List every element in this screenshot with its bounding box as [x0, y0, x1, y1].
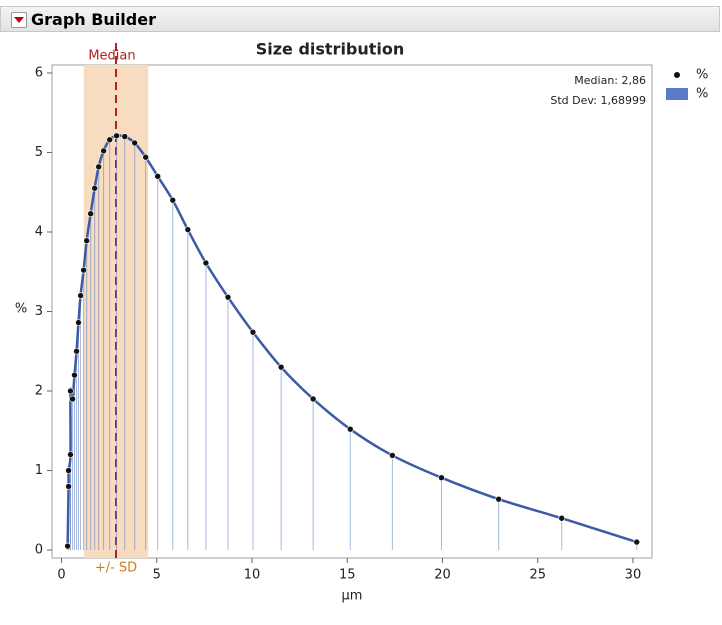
- point: [184, 226, 192, 233]
- x-tick-label: 15: [339, 568, 356, 583]
- point: [633, 538, 641, 546]
- bar: [90, 213, 92, 551]
- point: [249, 328, 257, 336]
- point: [154, 173, 162, 180]
- point: [346, 425, 354, 433]
- point: [80, 266, 87, 274]
- point: [558, 514, 566, 522]
- y-tick-label: 6: [35, 65, 43, 80]
- bar: [76, 351, 78, 551]
- point: [169, 196, 177, 204]
- point: [100, 147, 107, 155]
- menu-icon[interactable]: [11, 12, 27, 28]
- bar: [187, 229, 189, 551]
- y-tick-label: 4: [35, 224, 43, 239]
- point: [75, 319, 82, 326]
- point: [389, 452, 396, 459]
- point: [309, 395, 317, 403]
- chart-title: Size distribution: [256, 40, 405, 59]
- point: [87, 210, 94, 217]
- bar: [98, 166, 100, 551]
- point: [106, 136, 114, 144]
- bar: [312, 398, 314, 551]
- point: [224, 293, 232, 301]
- point: [202, 259, 210, 267]
- bar: [205, 262, 207, 551]
- bar: [349, 429, 351, 551]
- point: [67, 451, 74, 458]
- legend-marker: [666, 88, 688, 100]
- point: [71, 371, 78, 379]
- x-tick-label: 25: [529, 568, 546, 583]
- bar: [134, 142, 136, 551]
- bar: [391, 455, 393, 551]
- sd-label: +/- SD: [95, 561, 137, 576]
- bar: [94, 188, 96, 551]
- point: [438, 474, 445, 481]
- bar: [109, 139, 111, 551]
- x-tick-label: 10: [244, 568, 261, 583]
- bar: [103, 150, 105, 551]
- x-tick-label: 0: [57, 568, 65, 583]
- y-tick-label: 1: [35, 463, 43, 478]
- y-tick-label: 0: [35, 543, 43, 558]
- x-tick-label: 30: [625, 568, 642, 583]
- sd-stat: Std Dev: 1,68999: [550, 94, 646, 107]
- legend-marker: [674, 72, 680, 78]
- x-axis-label: µm: [342, 589, 363, 604]
- point: [77, 292, 84, 299]
- bar: [280, 367, 282, 551]
- point: [69, 395, 76, 403]
- median-stat: Median: 2,86: [574, 74, 646, 87]
- point: [495, 495, 502, 503]
- point: [65, 467, 72, 474]
- point: [67, 387, 74, 395]
- point: [64, 542, 71, 550]
- point: [91, 184, 98, 192]
- point: [65, 483, 72, 490]
- window-title: Graph Builder: [31, 10, 156, 29]
- bar: [124, 136, 126, 551]
- y-tick-label: 2: [35, 384, 43, 399]
- bar: [73, 375, 75, 551]
- bar: [172, 200, 174, 551]
- x-tick-label: 5: [153, 568, 161, 583]
- point: [73, 347, 80, 355]
- bar: [227, 297, 229, 551]
- bar: [145, 157, 147, 551]
- bar: [441, 477, 443, 551]
- bar: [77, 322, 79, 551]
- x-tick-label: 20: [434, 568, 451, 583]
- point: [142, 153, 150, 161]
- bar: [157, 176, 159, 551]
- point: [277, 363, 285, 371]
- y-axis-label: %: [15, 302, 27, 317]
- bar: [72, 398, 74, 551]
- bar: [80, 295, 82, 551]
- bar: [252, 332, 254, 551]
- bar: [116, 135, 118, 551]
- legend-label: %: [696, 87, 708, 102]
- point: [83, 237, 90, 245]
- header: Graph Builder: [0, 6, 720, 32]
- point: [131, 139, 138, 147]
- bar: [86, 240, 88, 551]
- point: [113, 132, 120, 140]
- bar: [636, 542, 638, 551]
- median-label: Median: [88, 49, 135, 64]
- bar: [498, 499, 500, 551]
- legend-label: %: [696, 68, 708, 83]
- point: [95, 163, 102, 171]
- y-tick-label: 5: [35, 145, 43, 160]
- y-tick-label: 3: [35, 304, 43, 319]
- point: [121, 133, 129, 140]
- bar: [561, 518, 563, 551]
- bar: [83, 270, 85, 551]
